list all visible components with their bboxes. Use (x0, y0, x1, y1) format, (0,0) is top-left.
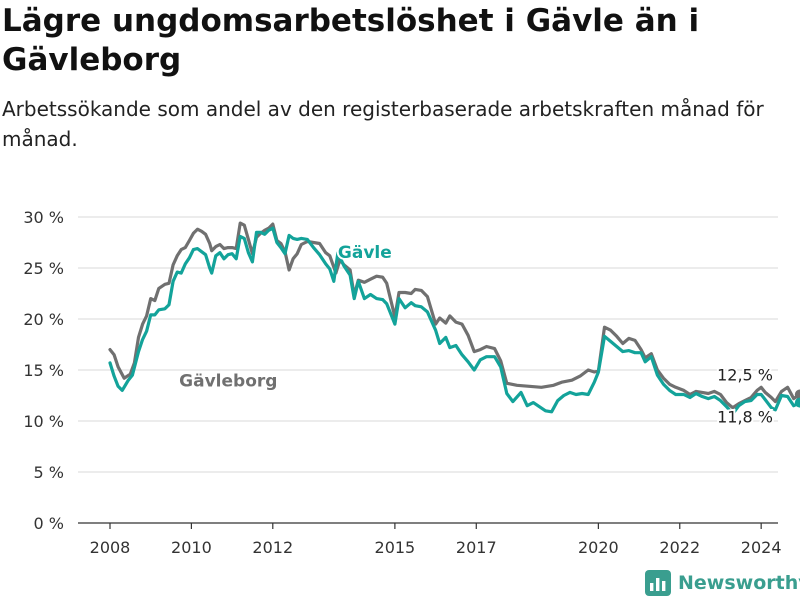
y-tick-label: 20 % (23, 310, 64, 329)
x-tick-label: 2010 (171, 538, 212, 557)
series-end-point (794, 389, 800, 400)
x-tick-label: 2012 (252, 538, 293, 557)
series-label-gavleborg: Gävleborg (179, 371, 277, 391)
x-tick-label: 2024 (741, 538, 782, 557)
x-tick-label: 2008 (90, 538, 131, 557)
chart-title: Lägre ungdomsarbetslöshet i Gävle än i G… (2, 3, 700, 78)
y-axis: 0 % 5 % 10 % 15 % 20 % 25 % 30 % (23, 208, 64, 533)
end-value-label: 12,5 % (717, 365, 773, 384)
x-tick-label: 2015 (375, 538, 416, 557)
y-tick-label: 15 % (23, 361, 64, 380)
end-value-label: 11,8 % (717, 408, 773, 427)
series-label-gavle: Gävle (338, 243, 392, 263)
newsworthy-logo: Newsworthy (645, 568, 800, 598)
series-end-point (794, 397, 800, 408)
y-tick-label: 25 % (23, 259, 64, 278)
bar-chart-icon (645, 570, 671, 596)
chart-subtitle: Arbetssökande som andel av den registerb… (2, 97, 764, 151)
y-tick-label: 10 % (23, 412, 64, 431)
y-tick-label: 30 % (23, 208, 64, 227)
y-tick-label: 0 % (34, 514, 64, 533)
y-tick-label: 5 % (34, 463, 64, 482)
series-lines (108, 221, 800, 416)
x-axis: 2008 2010 2012 2015 2017 2020 2022 2024 (90, 523, 782, 557)
series-line-gavle (108, 226, 800, 416)
brand-name: Newsworthy (678, 572, 800, 594)
gridlines (78, 216, 778, 524)
x-tick-label: 2020 (578, 538, 619, 557)
x-tick-label: 2022 (659, 538, 700, 557)
x-tick-label: 2017 (456, 538, 497, 557)
series-labels: Gävleborg 12,5 % Gävle 11,8 % (177, 241, 775, 429)
